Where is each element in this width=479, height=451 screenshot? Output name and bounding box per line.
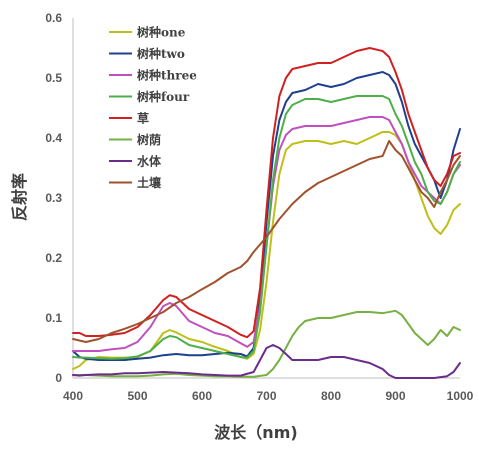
y-tick-label: 0.4 [45,131,62,145]
legend-label-7: 土壤 [137,175,162,190]
legend-label-6: 水体 [137,154,162,169]
series-line-1 [72,71,461,361]
y-tick-label: 0.1 [45,311,62,325]
legend-label-5: 树荫 [137,132,161,147]
x-tick-labels: 400 500 600 700 800 900 1000 [63,389,474,403]
y-tick-label: 0.3 [45,191,62,205]
y-tick-label: 0 [55,371,62,385]
x-tick-label: 900 [385,389,405,403]
x-tick-label: 1000 [447,389,474,403]
series-line-3 [72,95,461,360]
y-tick-label: 0.2 [45,251,62,265]
series-line-6 [72,344,461,379]
x-tick-label: 800 [321,389,341,403]
series-line-7 [72,140,461,343]
legend-label-3: 树种four [137,89,190,104]
x-tick-label: 400 [63,389,83,403]
series-line-4 [72,47,461,339]
legend-label-4: 草 [137,111,149,126]
x-axis-title: 波长（nm) [214,423,297,442]
axes [72,18,460,379]
series-line-5 [72,309,461,378]
x-tick-label: 700 [256,389,276,403]
y-tick-label: 0.6 [45,11,62,25]
y-tick-label: 0.5 [45,71,62,85]
x-tick-label: 500 [127,389,147,403]
series-lines [72,47,461,379]
legend-label-1: 树种two [137,46,185,61]
y-axis-title: 反射率 [10,173,29,221]
legend-label-0: 树种one [137,25,186,40]
series-line-2 [72,116,461,352]
x-tick-label: 600 [192,389,212,403]
legend-label-2: 树种three [137,68,197,83]
y-tick-labels: 0 0.1 0.2 0.3 0.4 0.5 0.6 [45,11,62,385]
